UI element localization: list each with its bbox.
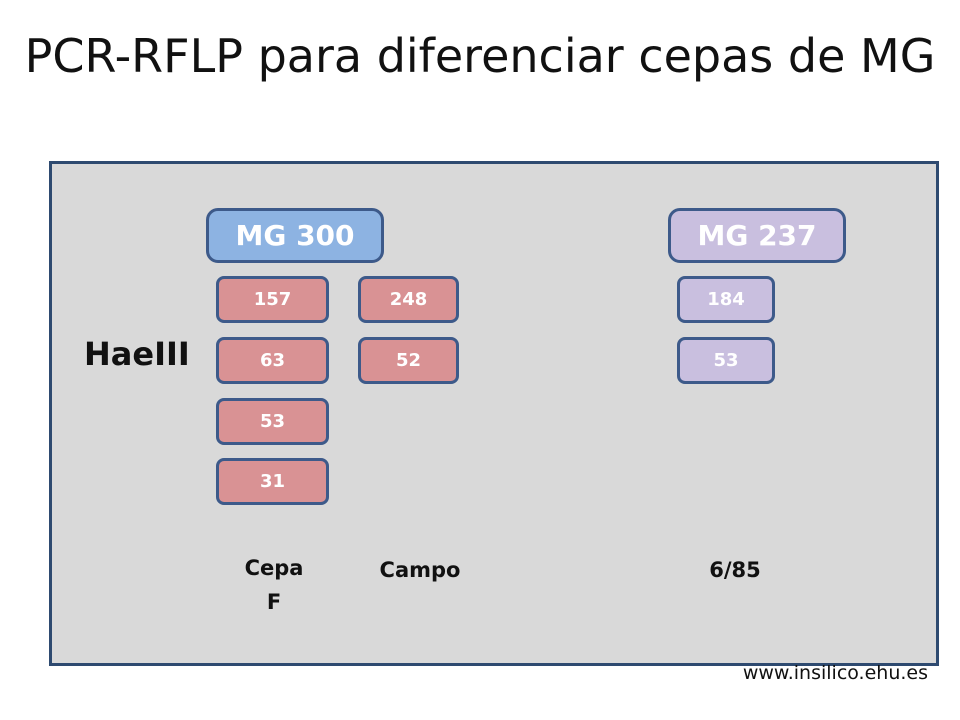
fragment-cepaf-63: 63 <box>216 337 329 384</box>
fragment-685-184: 184 <box>677 276 775 323</box>
fragment-cepaf-31: 31 <box>216 458 329 505</box>
strain-header-mg300: MG 300 <box>206 208 384 263</box>
fragment-campo-52: 52 <box>358 337 459 384</box>
fragment-685-53: 53 <box>677 337 775 384</box>
strain-header-mg237: MG 237 <box>668 208 846 263</box>
fragment-cepaf-157: 157 <box>216 276 329 323</box>
footer-url: www.insilico.ehu.es <box>742 662 928 684</box>
column-label-cepa-f: Cepa F <box>244 556 304 614</box>
fragment-cepaf-53: 53 <box>216 398 329 445</box>
slide-title: PCR-RFLP para diferenciar cepas de MG <box>24 29 936 83</box>
column-label-6-85: 6/85 <box>709 558 761 582</box>
column-label-campo: Campo <box>379 558 461 582</box>
enzyme-label: HaeIII <box>84 335 190 373</box>
fragment-campo-248: 248 <box>358 276 459 323</box>
